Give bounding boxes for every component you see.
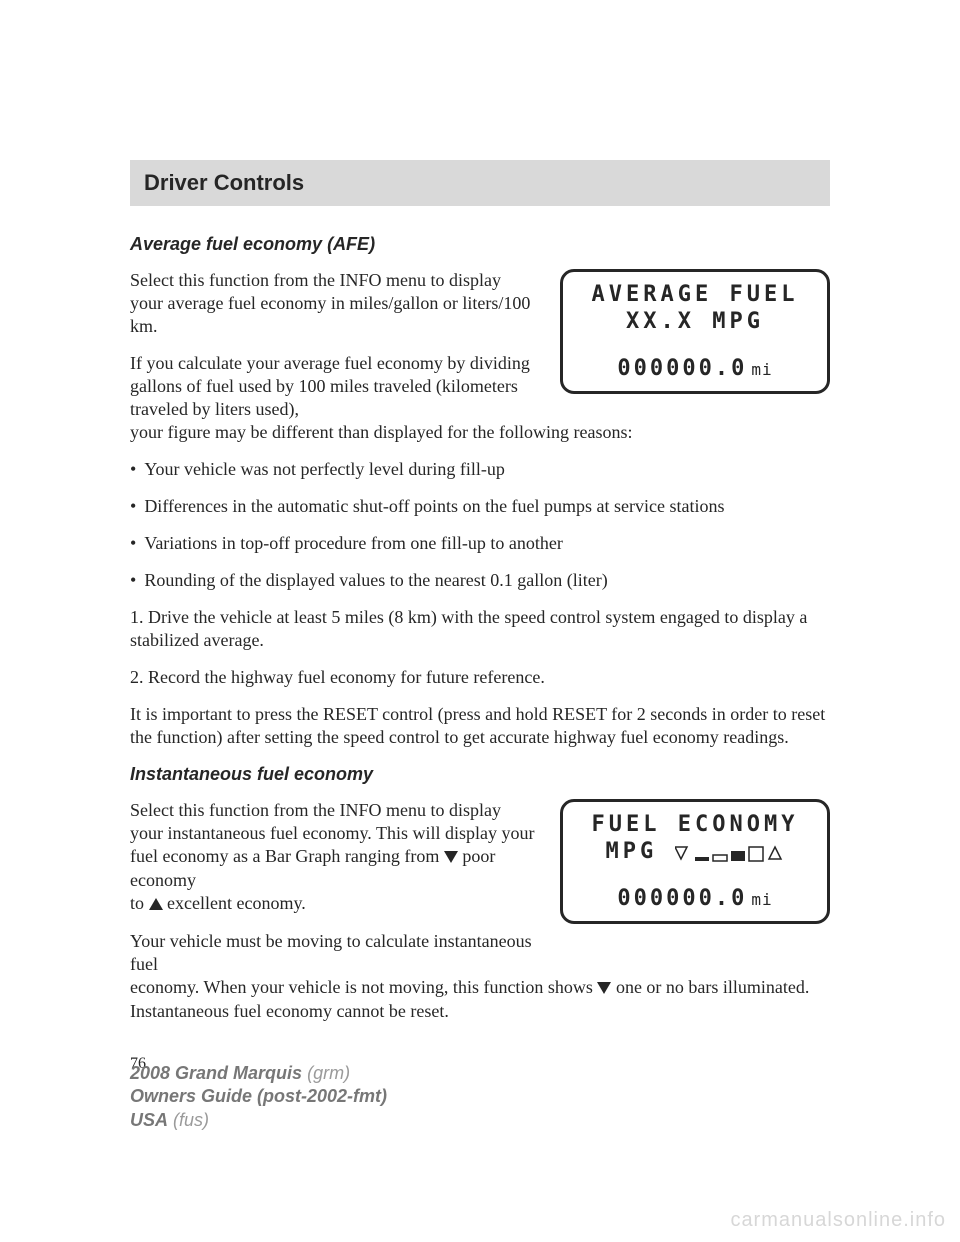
section-title: Driver Controls — [144, 170, 816, 196]
footer-guide: Owners Guide (post-2002-fmt) — [130, 1085, 387, 1108]
ife-display: FUEL ECONOMY MPG 000000.0mi — [560, 799, 830, 925]
triangle-up-icon — [149, 893, 163, 916]
afe-bullet: Variations in top-off procedure from one… — [130, 532, 830, 555]
footer-region: USA — [130, 1110, 168, 1130]
footer-region-code: (fus) — [173, 1110, 209, 1130]
footer-model-code: (grm) — [307, 1063, 350, 1083]
ife-display-odometer: 000000.0mi — [571, 886, 819, 911]
triangle-down-icon — [444, 846, 458, 869]
afe-bullet: Your vehicle was not perfectly level dur… — [130, 458, 830, 481]
ife-paragraph-2a: Your vehicle must be moving to calculate… — [130, 930, 830, 976]
afe-display-odometer: 000000.0mi — [571, 356, 819, 381]
afe-wrap: AVERAGE FUEL XX.X MPG 000000.0mi Select … — [130, 269, 830, 421]
ife-display-line2: MPG — [571, 839, 819, 865]
ife-mpg-label: MPG — [606, 839, 658, 864]
afe-odometer-value: 000000.0 — [617, 356, 747, 381]
section-header-bar: Driver Controls — [130, 160, 830, 206]
afe-bullet: Rounding of the displayed values to the … — [130, 569, 830, 592]
ife-p1d: excellent economy. — [167, 893, 306, 913]
afe-paragraph-2b: your figure may be different than displa… — [130, 421, 830, 444]
ife-p1c: to — [130, 893, 149, 913]
manual-page: Driver Controls Average fuel economy (AF… — [0, 0, 960, 1242]
triangle-down-icon — [597, 977, 611, 1000]
ife-display-line1: FUEL ECONOMY — [571, 812, 819, 837]
footer-line-3: USA (fus) — [130, 1109, 387, 1132]
ife-heading: Instantaneous fuel economy — [130, 764, 830, 785]
afe-heading: Average fuel economy (AFE) — [130, 234, 830, 255]
afe-odometer-unit: mi — [747, 360, 772, 379]
afe-step1: 1. Drive the vehicle at least 5 miles (8… — [130, 606, 830, 652]
ife-p2b: economy. When your vehicle is not moving… — [130, 977, 597, 997]
ife-odometer-unit: mi — [747, 890, 772, 909]
afe-bullet-list: Your vehicle was not perfectly level dur… — [130, 458, 830, 592]
afe-display-line2: XX.X MPG — [571, 309, 819, 334]
afe-step2: 2. Record the highway fuel economy for f… — [130, 666, 830, 689]
ife-paragraph-2b: economy. When your vehicle is not moving… — [130, 976, 830, 1023]
afe-display: AVERAGE FUEL XX.X MPG 000000.0mi — [560, 269, 830, 394]
watermark-text: carmanualsonline.info — [730, 1209, 946, 1232]
footer-block: 2008 Grand Marquis (grm) Owners Guide (p… — [130, 1062, 387, 1132]
footer-line-1: 2008 Grand Marquis (grm) — [130, 1062, 387, 1085]
ife-odometer-value: 000000.0 — [617, 886, 747, 911]
ife-wrap: FUEL ECONOMY MPG 000000.0mi — [130, 799, 830, 976]
afe-note: It is important to press the RESET contr… — [130, 703, 830, 749]
bar-graph-icon — [675, 839, 785, 864]
footer-model: 2008 Grand Marquis — [130, 1063, 302, 1083]
afe-display-line1: AVERAGE FUEL — [571, 282, 819, 307]
afe-bullet: Differences in the automatic shut-off po… — [130, 495, 830, 518]
